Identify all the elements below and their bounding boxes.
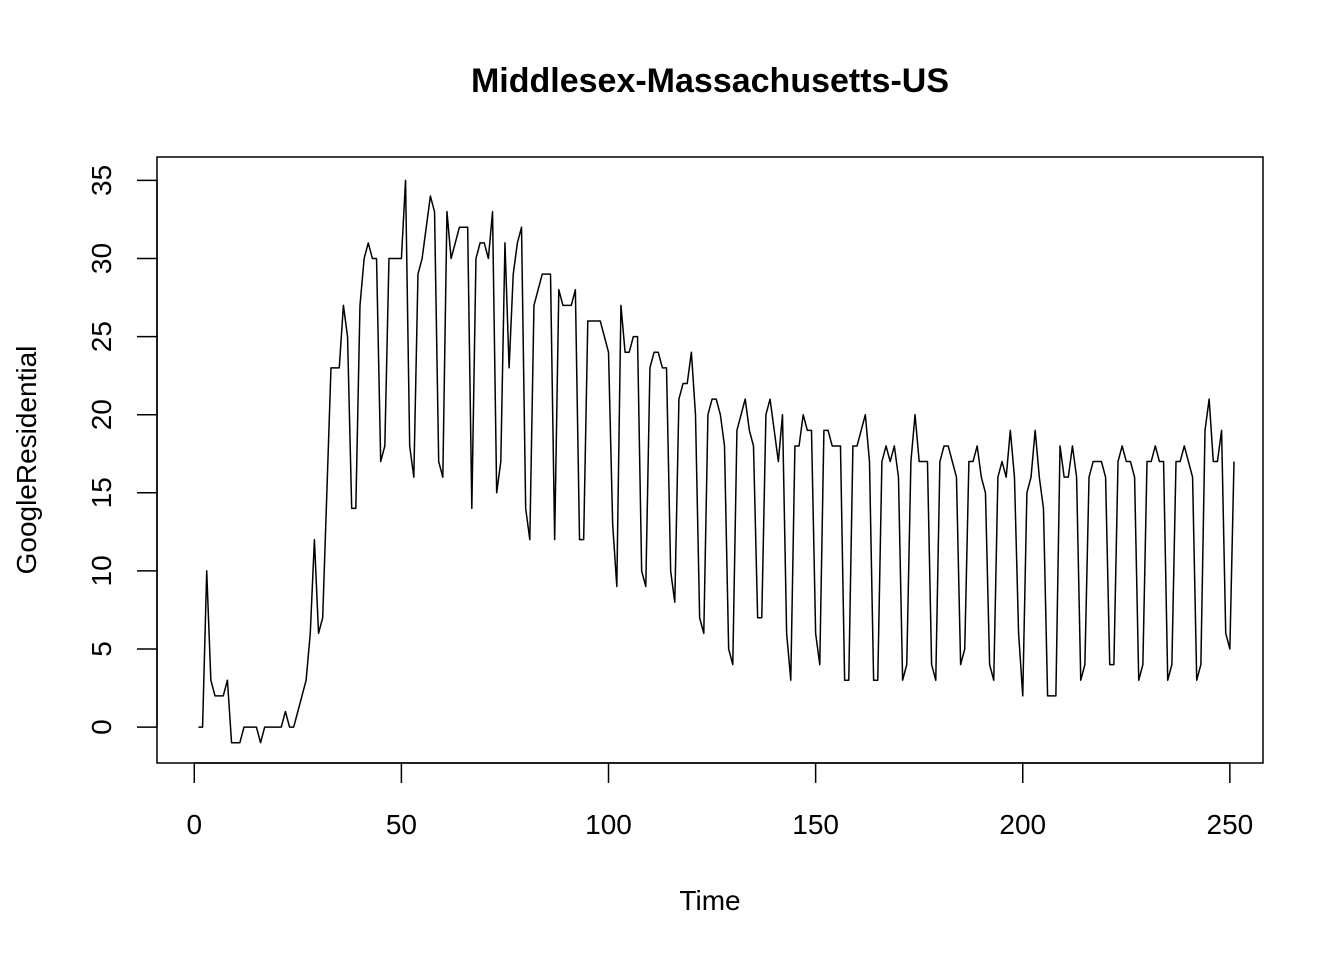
y-tick-label: 0 [86,719,117,735]
series-line [198,179,1235,744]
y-tick-label: 15 [86,477,117,508]
y-axis: 0 5 10 15 20 25 30 35 [86,165,158,735]
y-tick-label: 5 [86,641,117,657]
y-tick-label: 30 [86,243,117,274]
x-tick-label: 0 [186,809,202,840]
y-tick-label: 20 [86,399,117,430]
y-axis-label: GoogleResidential [11,346,42,575]
y-tick-label: 10 [86,555,117,586]
plot-frame [156,156,1264,764]
chart-title: Middlesex-Massachusetts-US [471,62,949,100]
x-tick-label: 150 [792,809,839,840]
x-tick-label: 200 [999,809,1046,840]
x-tick-label: 50 [386,809,417,840]
x-axis: 0 50 100 150 200 250 [186,762,1254,840]
x-axis-label: Time [679,885,740,916]
y-tick-label: 35 [86,165,117,196]
x-tick-label: 100 [585,809,632,840]
y-tick-label: 25 [86,321,117,352]
x-tick-label: 250 [1207,809,1254,840]
